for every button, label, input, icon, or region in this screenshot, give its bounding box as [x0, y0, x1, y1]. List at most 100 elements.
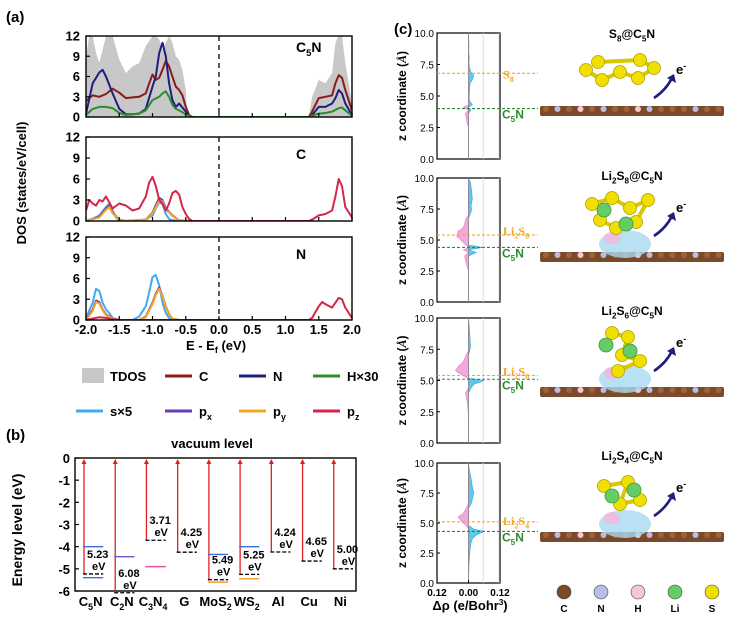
sulfur-atom — [633, 354, 647, 368]
substrate-atom — [704, 106, 710, 112]
y-tick-label: 0 — [73, 313, 80, 328]
sulfur-atom — [579, 63, 593, 77]
text-part: e — [676, 335, 683, 350]
substrate-atom — [704, 387, 710, 393]
text-part: MoS — [199, 594, 227, 609]
adsorbate-label: Li2S4 — [503, 514, 529, 531]
lithium-atom — [598, 337, 614, 353]
electron-arrow — [653, 350, 674, 373]
substrate-atom — [543, 532, 549, 538]
text-part: e — [676, 200, 683, 215]
y-tick-label: -2 — [58, 495, 70, 510]
sulfur-atom — [611, 364, 625, 378]
text-part: C — [79, 594, 89, 609]
text-part: N — [515, 530, 524, 544]
text-part: 2 — [255, 602, 260, 612]
atom-swatch — [630, 584, 646, 600]
atom-name: Li — [671, 604, 680, 615]
arrow-head — [112, 459, 118, 464]
text-part: z coordinate ( — [395, 63, 409, 141]
substrate-atom — [692, 532, 699, 538]
structure-title: Li2S4@C5N — [601, 449, 662, 466]
y-tick-label: 5.0 — [420, 92, 434, 103]
y-tick-label: 10.0 — [415, 459, 435, 470]
text-part: 2 — [612, 312, 617, 321]
substrate-atom — [543, 106, 549, 112]
substrate-atom — [554, 387, 561, 393]
text-part: C — [502, 530, 511, 544]
text-part: S — [617, 169, 625, 183]
substrate-atom — [646, 532, 653, 538]
text-part: N — [515, 378, 524, 392]
y-tick-label: 9 — [73, 250, 80, 265]
drho-x-axis-label: Δρ (e/Bohr3) — [432, 598, 507, 613]
lithium-atom — [626, 482, 642, 498]
surface-label: C5N — [502, 246, 524, 263]
text-part: C — [502, 378, 511, 392]
arrow-head — [81, 459, 87, 464]
material-label: WS2 — [234, 594, 260, 612]
substrate-atom — [669, 387, 676, 393]
material-label: C2N — [110, 594, 134, 612]
electron-arrow — [653, 495, 674, 518]
y-tick-label: 5.0 — [420, 236, 434, 247]
sulfur-atom — [647, 61, 661, 75]
substrate-atom — [589, 387, 595, 393]
dos-plot-c5n: 0 3 6 9 12 C5N — [66, 29, 353, 125]
text-part: N — [654, 449, 663, 463]
electron-label: e- — [676, 334, 686, 350]
atom-legend: C N H Li S — [556, 584, 720, 615]
work-function-value: 5.49 — [212, 555, 233, 567]
text-part: N — [93, 594, 102, 609]
y-tick-label: 10.0 — [415, 174, 435, 185]
x-tick-label: 0.0 — [210, 322, 228, 337]
text-part: Li — [601, 304, 612, 318]
text-part: N — [515, 108, 524, 122]
sulfur-atom — [605, 326, 619, 340]
text-part: N — [296, 246, 306, 262]
substrate-atom — [646, 252, 653, 258]
text-part: 4 — [162, 602, 167, 612]
text-part: Cu — [300, 594, 317, 609]
text-part: s×5 — [110, 404, 132, 419]
sulfur-atom — [585, 197, 599, 211]
substrate-slab — [540, 106, 724, 116]
substrate-atom — [589, 252, 595, 258]
material-label: Al — [271, 594, 284, 609]
energy-level-y-label: Energy level (eV) — [9, 474, 25, 587]
atom-name: N — [597, 604, 604, 615]
substrate-atom — [566, 532, 572, 538]
plot-area — [86, 175, 352, 221]
text-part: Å — [395, 55, 409, 64]
text-part: 5 — [88, 602, 93, 612]
atom-swatch — [704, 584, 720, 600]
text-part: G — [179, 594, 189, 609]
text-part: - — [683, 479, 686, 489]
legend-label: s×5 — [110, 404, 132, 419]
text-part: 2 — [514, 372, 518, 381]
panel-c-label: (c) — [394, 21, 412, 38]
adsorbate-label: Li2S6 — [503, 365, 529, 382]
y-tick-label: 12 — [66, 29, 80, 44]
text-part: Å — [395, 339, 409, 348]
y-tick-label: 6 — [73, 172, 80, 187]
substrate-atom — [646, 106, 653, 112]
text-part: S — [617, 304, 625, 318]
dos-series-h30 — [86, 90, 352, 117]
arrow-head — [667, 492, 676, 501]
x-tick-label: 0.5 — [243, 322, 261, 337]
text-part: 4 — [525, 521, 529, 530]
text-part: 5 — [649, 457, 654, 466]
substrate-atom — [715, 106, 722, 112]
arrow-head — [667, 212, 676, 221]
substrate-atom — [658, 106, 664, 112]
legend-swatch — [82, 368, 104, 383]
substrate-atom — [554, 532, 561, 538]
text-part: N — [311, 39, 321, 55]
y-tick-label: 6 — [73, 271, 80, 286]
text-part: 6 — [625, 312, 630, 321]
plot-area — [86, 274, 352, 320]
legend-item: pz — [313, 404, 360, 422]
